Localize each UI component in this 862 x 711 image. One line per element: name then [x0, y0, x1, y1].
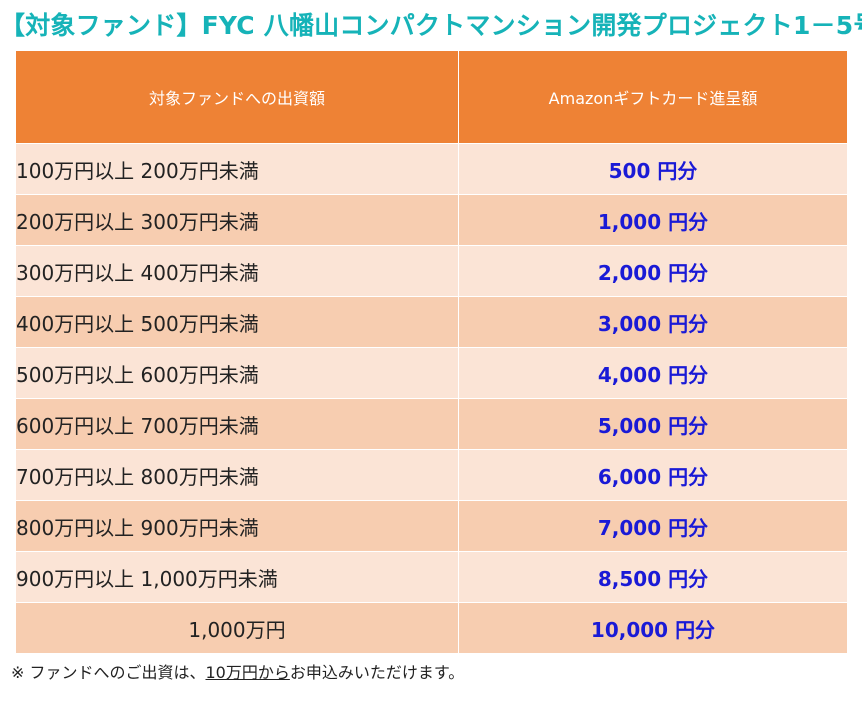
gift-amount: 3,000 円分 [458, 296, 848, 348]
table-row: 1,000万円 10,000 円分 [15, 602, 848, 654]
table-row: 600万円以上 700万円未満 5,000 円分 [15, 398, 848, 450]
table-header-row: 対象ファンドへの出資額 Amazonギフトカード進呈額 [15, 50, 848, 144]
investment-range: 600万円以上 700万円未満 [15, 398, 459, 450]
page-title: 【対象ファンド】FYC 八幡山コンパクトマンション開発プロジェクト1－5号 [0, 11, 862, 40]
table-row: 700万円以上 800万円未満 6,000 円分 [15, 449, 848, 501]
gift-amount: 5,000 円分 [458, 398, 848, 450]
investment-range: 1,000万円 [15, 602, 459, 654]
gift-amount: 10,000 円分 [458, 602, 848, 654]
footnote-prefix: ※ ファンドへのご出資は、 [11, 663, 206, 682]
footnote-minimum-amount: 10万円から [205, 663, 290, 682]
gift-amount: 7,000 円分 [458, 500, 848, 552]
investment-range: 900万円以上 1,000万円未満 [15, 551, 459, 603]
header-gift-amount: Amazonギフトカード進呈額 [458, 50, 848, 144]
investment-range: 400万円以上 500万円未満 [15, 296, 459, 348]
table-row: 400万円以上 500万円未満 3,000 円分 [15, 296, 848, 348]
table-row: 500万円以上 600万円未満 4,000 円分 [15, 347, 848, 399]
investment-range: 300万円以上 400万円未満 [15, 245, 459, 297]
header-investment-amount: 対象ファンドへの出資額 [15, 50, 459, 144]
gift-amount: 6,000 円分 [458, 449, 848, 501]
gift-amount: 500 円分 [458, 143, 848, 195]
table-row: 100万円以上 200万円未満 500 円分 [15, 143, 848, 195]
gift-amount: 2,000 円分 [458, 245, 848, 297]
gift-campaign-table: 対象ファンドへの出資額 Amazonギフトカード進呈額 100万円以上 200万… [15, 50, 848, 654]
footnote: ※ ファンドへのご出資は、10万円からお申込みいただけます。 [11, 659, 464, 683]
investment-range: 100万円以上 200万円未満 [15, 143, 459, 195]
table-row: 200万円以上 300万円未満 1,000 円分 [15, 194, 848, 246]
investment-range: 800万円以上 900万円未満 [15, 500, 459, 552]
table-row: 800万円以上 900万円未満 7,000 円分 [15, 500, 848, 552]
investment-range: 200万円以上 300万円未満 [15, 194, 459, 246]
gift-amount: 4,000 円分 [458, 347, 848, 399]
table-row: 900万円以上 1,000万円未満 8,500 円分 [15, 551, 848, 603]
table-row: 300万円以上 400万円未満 2,000 円分 [15, 245, 848, 297]
investment-range: 500万円以上 600万円未満 [15, 347, 459, 399]
gift-amount: 1,000 円分 [458, 194, 848, 246]
investment-range: 700万円以上 800万円未満 [15, 449, 459, 501]
gift-amount: 8,500 円分 [458, 551, 848, 603]
footnote-suffix: お申込みいただけます。 [289, 663, 465, 682]
